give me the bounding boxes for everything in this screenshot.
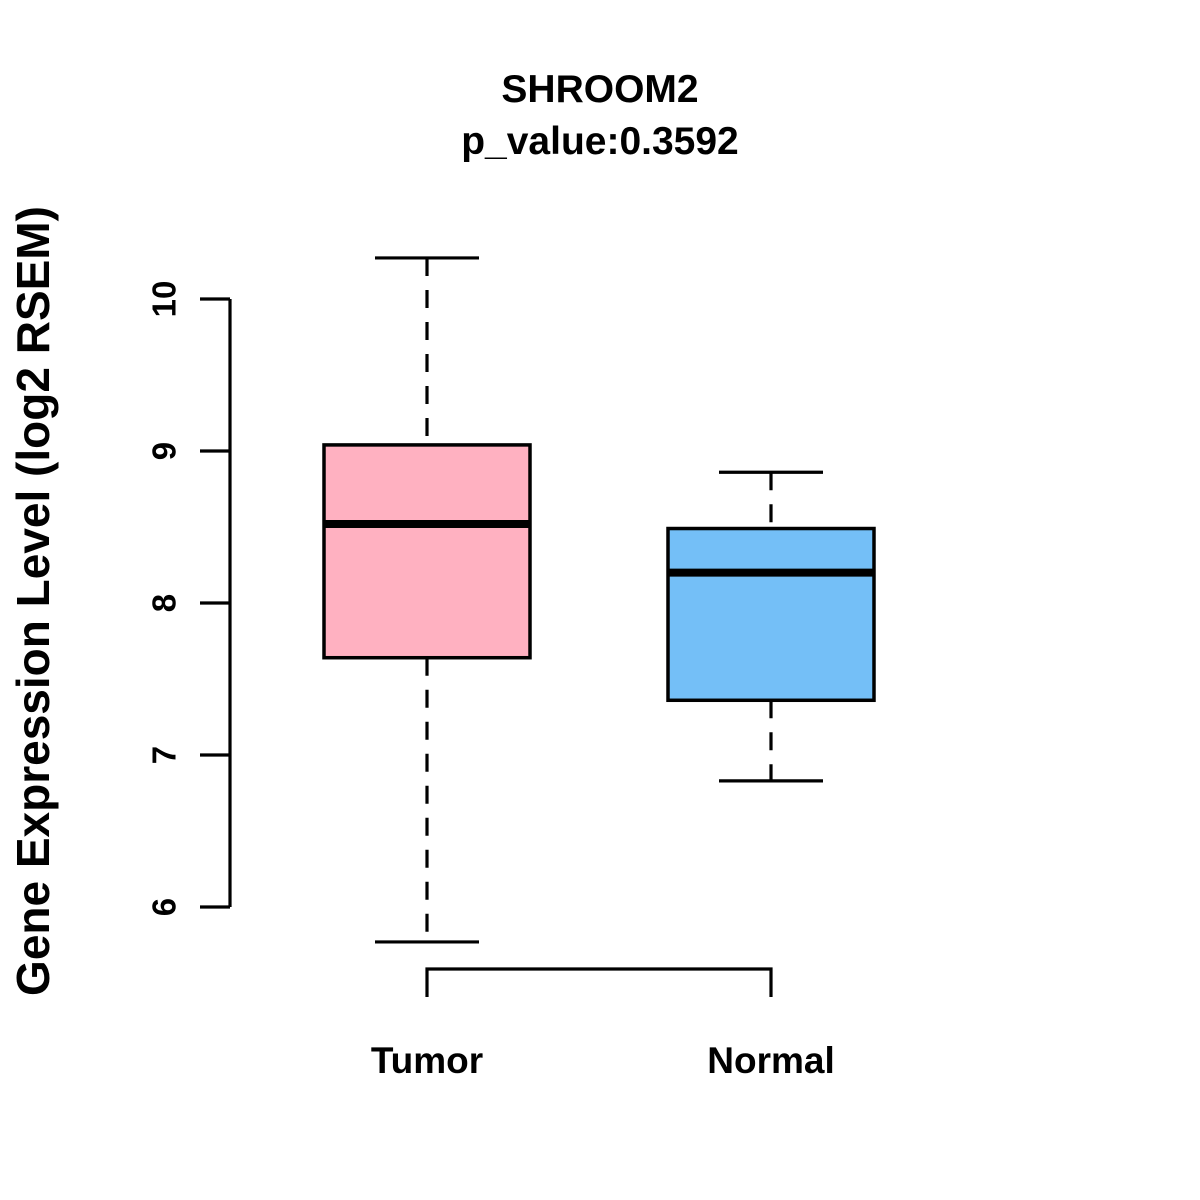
y-axis-tick-label: 10 [146,281,183,318]
x-axis-bracket [425,967,773,997]
y-axis-tick-label: 7 [146,746,183,764]
y-axis-tick-label: 9 [146,442,183,460]
x-category-label-normal: Normal [707,1040,835,1081]
chart-title: SHROOM2 [501,68,699,111]
iqr-box-normal [666,526,876,703]
x-category-label-tumor: Tumor [370,1040,484,1081]
y-axis-tick-label: 6 [146,898,183,916]
iqr-box-tumor [322,443,532,660]
chart-subtitle-pvalue: p_value:0.3592 [461,120,739,163]
y-axis-tick-label: 8 [146,594,183,612]
